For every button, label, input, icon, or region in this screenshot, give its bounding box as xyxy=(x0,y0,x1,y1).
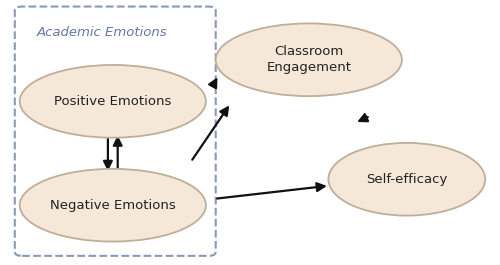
Ellipse shape xyxy=(216,23,402,96)
Text: Self-efficacy: Self-efficacy xyxy=(366,173,448,186)
Text: Academic Emotions: Academic Emotions xyxy=(37,26,168,39)
Text: Negative Emotions: Negative Emotions xyxy=(50,199,176,212)
Text: Classroom
Engagement: Classroom Engagement xyxy=(266,45,352,74)
Ellipse shape xyxy=(20,169,206,242)
Text: Positive Emotions: Positive Emotions xyxy=(54,95,172,108)
Ellipse shape xyxy=(20,65,206,138)
Ellipse shape xyxy=(328,143,485,216)
